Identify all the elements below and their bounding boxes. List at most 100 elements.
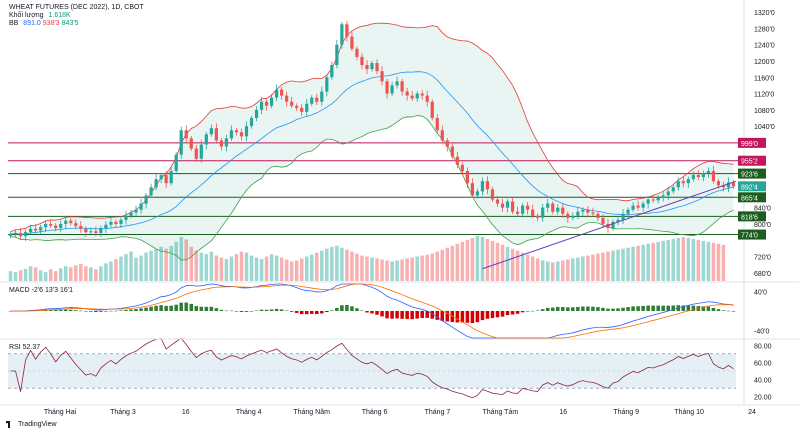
volume-bar — [89, 267, 93, 281]
candle-body — [365, 65, 369, 70]
volume-bar — [244, 252, 249, 281]
candle-body — [385, 81, 389, 94]
macd-histogram-bar — [315, 311, 319, 315]
candle-body — [149, 187, 153, 196]
macd-histogram-bar — [325, 311, 329, 313]
candle-body — [591, 212, 595, 214]
rsi-value: 52.37 — [22, 344, 41, 351]
volume-bar — [154, 249, 158, 281]
macd-histogram-bar — [641, 305, 645, 311]
candle-body — [581, 209, 585, 212]
candle-body — [450, 146, 454, 157]
tradingview-logo[interactable]: TradingView — [6, 421, 57, 428]
candle-body — [571, 215, 575, 218]
macd-histogram-bar — [651, 305, 655, 311]
time-tick-label: Tháng 9 — [613, 409, 639, 416]
volume-bar — [686, 237, 691, 281]
price-tick-label: 1280'0 — [754, 26, 775, 33]
time-tick-label: Tháng 6 — [362, 409, 388, 416]
candle-body — [711, 170, 716, 182]
macd-histogram-bar — [721, 310, 726, 311]
candle-body — [79, 225, 83, 229]
volume-bar — [626, 247, 630, 281]
macd-histogram-bar — [94, 311, 98, 312]
volume-bar — [355, 253, 359, 281]
macd-histogram-bar — [330, 310, 334, 311]
level-badge — [738, 155, 766, 166]
macd-histogram-bar — [214, 308, 219, 311]
volume-bar — [320, 250, 324, 281]
time-tick-label: Tháng 10 — [674, 409, 704, 416]
volume-bar — [189, 246, 194, 281]
macd-histogram-bar — [99, 311, 103, 312]
volume-bar — [485, 238, 490, 281]
macd-histogram-bar — [194, 306, 199, 311]
volume-bar — [390, 261, 394, 281]
candle-body — [164, 175, 168, 184]
macd-histogram-bar — [430, 311, 435, 319]
volume-bar — [530, 256, 535, 281]
volume-bar — [259, 258, 264, 281]
macd-histogram-bar — [616, 308, 620, 311]
bb-legend: BB 891.0 938'3 843'5 — [9, 20, 144, 28]
volume-bar — [721, 244, 726, 281]
candle-body — [54, 225, 58, 229]
macd-histogram-bar — [139, 308, 143, 311]
macd-histogram-bar — [561, 307, 565, 311]
macd-histogram-bar — [320, 311, 324, 314]
trendline — [482, 180, 737, 270]
volume-bar — [445, 247, 450, 281]
macd-histogram-bar — [129, 309, 133, 311]
volume-bar — [315, 252, 319, 281]
time-tick-label: 16 — [182, 409, 190, 416]
candle-body — [209, 128, 213, 135]
volume-bar — [420, 255, 424, 281]
candle-body — [360, 56, 364, 66]
macd-histogram-bar — [535, 310, 540, 311]
time-tick-label: Tháng 3 — [110, 409, 136, 416]
volume-bar — [169, 245, 173, 281]
macd-histogram-bar — [480, 311, 485, 321]
volume-bar — [566, 259, 570, 281]
volume-bar — [350, 251, 354, 281]
macd-histogram-bar — [335, 307, 339, 311]
macd-pane — [8, 283, 736, 339]
level-badge — [738, 137, 766, 148]
candle-body — [395, 81, 399, 86]
volume-bar — [621, 248, 625, 281]
volume-bar — [229, 256, 234, 281]
bb-basis-line — [10, 71, 734, 235]
volume-bar — [641, 244, 645, 281]
volume-bar — [656, 241, 660, 281]
volume-bar — [661, 240, 665, 281]
candle-body — [169, 170, 173, 184]
candle-body — [290, 101, 294, 106]
candle-body — [706, 170, 710, 174]
candle-body — [325, 77, 329, 92]
tradingview-logo-text: TradingView — [18, 421, 57, 428]
candle-body — [606, 223, 610, 229]
volume-bar — [591, 254, 595, 281]
volume-bar — [515, 250, 520, 281]
volume-bar — [79, 263, 83, 281]
macd-histogram-bar — [109, 310, 113, 312]
candle-body — [465, 170, 469, 184]
macd-histogram-bar — [701, 306, 706, 311]
macd-histogram-bar — [104, 311, 108, 312]
macd-value-2: 13'3 — [45, 287, 59, 294]
macd-histogram-bar — [124, 309, 128, 311]
macd-histogram-bar — [530, 310, 535, 312]
volume-bar — [671, 238, 675, 281]
candle-body — [49, 223, 53, 226]
candle-body — [636, 205, 640, 208]
volume-bar — [234, 254, 239, 281]
volume-bar — [385, 260, 389, 281]
candle-body — [39, 227, 43, 231]
candle-body — [285, 95, 289, 102]
candle-body — [13, 232, 18, 235]
candle-body — [189, 138, 193, 149]
rsi-tick-label: 40.00 — [754, 378, 772, 385]
volume-bar — [425, 254, 429, 281]
time-tick-label: Tháng 4 — [236, 409, 262, 416]
